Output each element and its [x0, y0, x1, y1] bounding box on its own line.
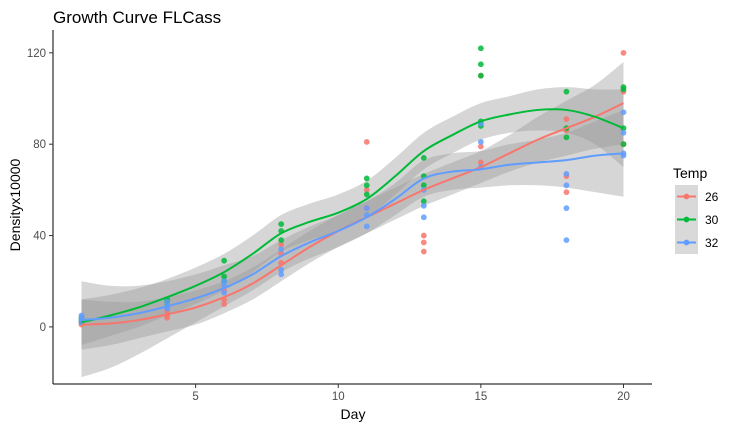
data-point-32: [477, 139, 484, 145]
data-point-30: [563, 134, 570, 141]
data-point-26: [420, 232, 427, 239]
data-point-26: [363, 186, 370, 193]
data-point-26: [221, 301, 228, 307]
data-point-30: [420, 182, 427, 189]
data-point-26: [363, 139, 370, 145]
data-point-30: [363, 175, 370, 182]
fit-line-30: [81, 108, 624, 324]
legend-items: 26 30 32: [675, 185, 719, 254]
data-point-26: [477, 143, 484, 150]
data-point-32: [420, 202, 427, 209]
y-axis-ticks: 0 40 80 120: [27, 48, 53, 334]
x-tick-label: 15: [474, 391, 487, 403]
data-point-32: [563, 205, 570, 212]
data-point-32: [221, 289, 228, 296]
data-point-30: [221, 257, 228, 264]
data-point-30: [221, 273, 228, 280]
data-point-32: [620, 109, 627, 116]
data-point-32: [164, 298, 171, 305]
legend-title: Temp: [673, 165, 707, 181]
data-points: [78, 45, 627, 328]
data-point-32: [563, 182, 570, 189]
data-point-30: [563, 88, 570, 95]
data-point-26: [278, 241, 285, 248]
data-point-30: [363, 182, 370, 189]
legend-key-point: [683, 193, 690, 200]
data-point-32: [363, 223, 370, 230]
data-point-32: [278, 246, 285, 253]
legend-item-30: 30: [675, 208, 719, 231]
data-point-26: [563, 116, 570, 122]
legend-item-26: 26: [675, 185, 719, 208]
data-point-32: [278, 266, 285, 273]
data-point-32: [278, 271, 285, 278]
x-tick-label: 5: [192, 391, 198, 403]
data-point-26: [620, 49, 627, 56]
x-axis-title: Day: [341, 406, 366, 422]
legend-key-point: [683, 239, 690, 246]
fit-line-32: [81, 152, 624, 322]
legend-label-32: 32: [705, 236, 719, 250]
data-point-30: [420, 198, 427, 205]
data-point-30: [477, 72, 484, 79]
y-tick-label: 0: [40, 322, 46, 334]
y-axis-title: Densityx10000: [7, 158, 23, 251]
chart-title: Growth Curve FLCass: [53, 8, 221, 27]
data-point-30: [620, 141, 627, 148]
data-point-30: [477, 61, 484, 68]
data-point-32: [221, 278, 228, 285]
x-tick-label: 20: [617, 391, 630, 403]
x-axis-ticks: 5 10 15 20: [192, 384, 630, 403]
y-tick-label: 120: [27, 48, 46, 60]
data-point-32: [563, 170, 570, 177]
data-point-30: [477, 45, 484, 52]
legend: Temp 26 30 32: [673, 165, 719, 254]
fit-lines: [81, 102, 624, 326]
data-point-30: [420, 155, 427, 161]
data-point-32: [78, 312, 85, 319]
data-point-32: [563, 237, 570, 244]
data-point-32: [363, 205, 370, 212]
data-point-32: [420, 214, 427, 221]
data-point-26: [563, 189, 570, 196]
legend-item-32: 32: [675, 231, 719, 254]
y-tick-label: 40: [33, 231, 46, 243]
data-point-26: [420, 248, 427, 255]
data-point-32: [620, 129, 627, 136]
plot-area: [78, 45, 627, 378]
legend-key-point: [683, 216, 690, 223]
data-point-30: [278, 221, 285, 228]
legend-label-30: 30: [705, 213, 719, 227]
data-point-30: [620, 84, 627, 90]
data-point-26: [420, 239, 427, 246]
x-tick-label: 10: [332, 391, 345, 403]
confidence-band-32: [81, 109, 624, 378]
confidence-band-30: [81, 87, 624, 346]
y-tick-label: 80: [33, 139, 46, 151]
data-point-30: [278, 237, 285, 244]
data-point-30: [363, 191, 370, 198]
legend-label-26: 26: [705, 190, 719, 204]
data-point-26: [477, 159, 484, 166]
